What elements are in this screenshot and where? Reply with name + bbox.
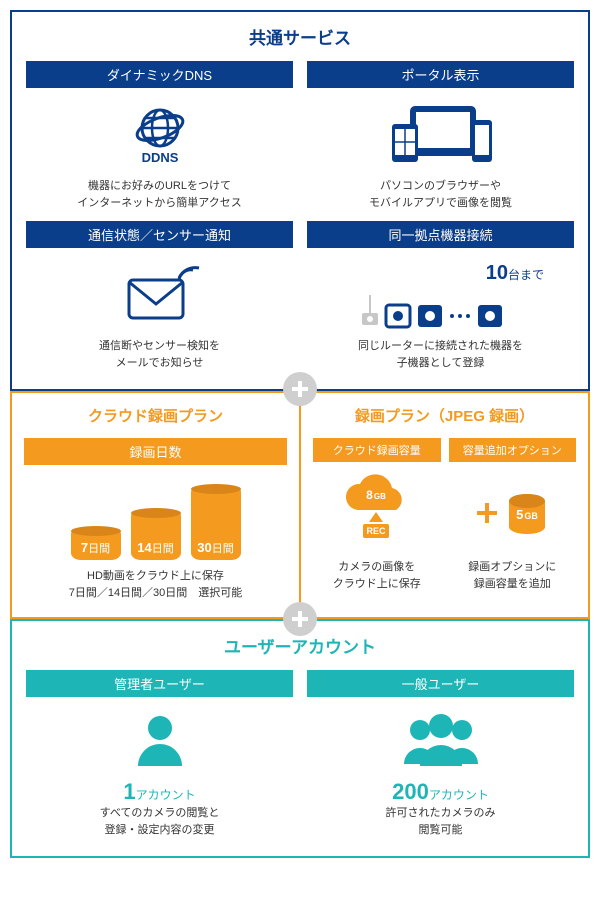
general-desc: 許可されたカメラのみ 閲覧可能: [307, 805, 574, 838]
single-user-icon: [130, 710, 190, 770]
card-general: 一般ユーザー 200アカウント 許可されたカメラのみ: [307, 670, 574, 838]
card-portal: ポータル表示 パソコンのブラウザーや モバイルア: [307, 61, 574, 211]
bar-ddns: ダイナミックDNS: [26, 61, 293, 88]
samesite-desc: 同じルーターに接続された機器を 子機器として登録: [307, 338, 574, 371]
cyl-14: 14日間: [131, 512, 181, 560]
cylinders: 7日間 14日間30日間: [24, 475, 287, 560]
cloud-desc: HD動画をクラウド上に保存 7日間／14日間／30日間 選択可能: [24, 568, 287, 601]
user-account-panel: ユーザーアカウント 管理者ユーザー 1アカウント すべてのカメラの閲覧と 登録・…: [10, 619, 590, 858]
bar-addon: 容量追加オプション: [449, 438, 577, 462]
bar-days: 録画日数: [24, 438, 287, 465]
plus-connector-2: [283, 602, 317, 636]
card-ddns: ダイナミックDNS DDNS 機器にお好みのURLをつけて インターネットから簡…: [26, 61, 293, 211]
multi-user-icon: [396, 710, 486, 770]
bar-general: 一般ユーザー: [307, 670, 574, 697]
notify-desc: 通信断やセンサー検知を メールでお知らせ: [26, 338, 293, 371]
plan-divider: [300, 403, 301, 607]
plus-connector-1: [283, 372, 317, 406]
jpeg-title: 録画プラン（JPEG 録画）: [313, 405, 576, 426]
cyl-7: 7日間: [71, 530, 121, 560]
cloud-rec-icon: 8GB REC: [336, 474, 418, 552]
add-desc: 録画オプションに 録画容量を追加: [449, 559, 577, 592]
plans-row: クラウド録画プラン 録画日数 7日間 14日間30日間 HD動画をクラウド上に保存…: [10, 391, 590, 619]
router-devices-icon: [356, 289, 526, 329]
admin-desc: すべてのカメラの閲覧と 登録・設定内容の変更: [26, 805, 293, 838]
jpeg-plan-panel: 録画プラン（JPEG 録画） クラウド録画容量 8GB REC: [299, 391, 590, 619]
bar-capacity: クラウド録画容量: [313, 438, 441, 462]
bar-samesite: 同一拠点機器接続: [307, 221, 574, 248]
user-title: ユーザーアカウント: [26, 633, 574, 658]
svg-text:REC: REC: [366, 526, 386, 536]
bar-notify: 通信状態／センサー通知: [26, 221, 293, 248]
cloud-plan-panel: クラウド録画プラン 録画日数 7日間 14日間30日間 HD動画をクラウド上に保存…: [10, 391, 299, 619]
cyl-30: 30日間: [191, 488, 241, 560]
svg-text:DDNS: DDNS: [141, 150, 178, 165]
portal-desc: パソコンのブラウザーや モバイルアプリで画像を閲覧: [307, 178, 574, 211]
ddns-icon: DDNS: [124, 100, 196, 170]
samesite-count: 10: [486, 262, 508, 284]
admin-count: 1アカウント: [26, 779, 293, 805]
devices-icon: [386, 100, 496, 170]
cloud-title: クラウド録画プラン: [24, 405, 287, 426]
bar-admin: 管理者ユーザー: [26, 670, 293, 697]
card-notify: 通信状態／センサー通知 通信断やセンサー検知を メールでお知らせ: [26, 221, 293, 371]
add-storage-icon: 5GB: [467, 483, 557, 543]
common-title: 共通サービス: [26, 24, 574, 49]
cap-desc: カメラの画像を クラウド上に保存: [313, 559, 441, 592]
bar-portal: ポータル表示: [307, 61, 574, 88]
card-samesite: 同一拠点機器接続 10台まで: [307, 221, 574, 371]
mail-icon: [117, 264, 203, 326]
general-count: 200アカウント: [307, 779, 574, 805]
ddns-desc: 機器にお好みのURLをつけて インターネットから簡単アクセス: [26, 178, 293, 211]
common-services-panel: 共通サービス ダイナミックDNS DDNS 機器にお好みのURLをつけて インタ…: [10, 10, 590, 391]
card-admin: 管理者ユーザー 1アカウント すべてのカメラの閲覧と 登録・設定内容の変更: [26, 670, 293, 838]
